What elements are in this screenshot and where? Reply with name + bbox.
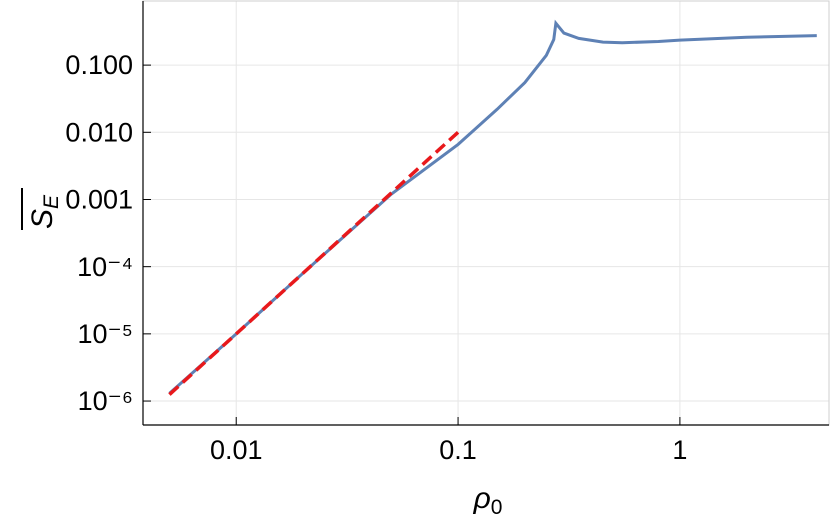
y-axis-label: SE [26, 194, 63, 229]
y-tick-label: 0.001 [65, 185, 133, 215]
y-axis-label-group: SE [21, 188, 63, 230]
data-line [168, 19, 817, 395]
y-tick-label: 0.100 [65, 50, 133, 80]
x-label-symbol: ρ [473, 482, 491, 515]
y-tick-label: 0.010 [65, 117, 133, 147]
plot-frame [142, 0, 830, 426]
y-label-symbol: S [26, 209, 59, 229]
data-line [168, 131, 460, 396]
y-label-subscript: E [40, 194, 63, 209]
y-tick-label: 10⁻⁵ [78, 319, 133, 349]
x-tick-label: 1 [672, 435, 687, 465]
y-tick-label: 10⁻⁴ [77, 252, 133, 282]
x-axis-label: ρ0 [473, 482, 503, 519]
x-tick-label: 0.1 [439, 435, 477, 465]
x-tick-label: 0.01 [210, 435, 263, 465]
x-label-subscript: 0 [491, 496, 503, 519]
y-tick-label: 10⁻⁶ [78, 386, 133, 416]
